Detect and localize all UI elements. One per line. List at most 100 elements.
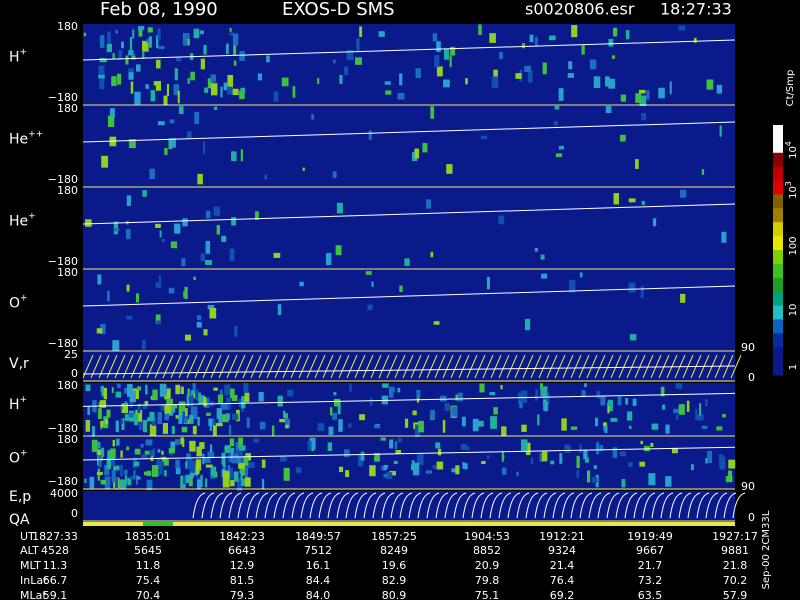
speckle bbox=[111, 387, 114, 393]
speckle bbox=[665, 424, 670, 434]
speckle bbox=[716, 84, 723, 94]
speckle bbox=[143, 471, 150, 476]
speckle bbox=[348, 423, 352, 428]
speckle bbox=[686, 400, 690, 412]
speckle bbox=[266, 55, 270, 63]
speckle bbox=[299, 281, 304, 287]
speckle bbox=[168, 287, 175, 294]
speckle bbox=[219, 389, 223, 396]
speckle bbox=[231, 151, 237, 162]
speckle bbox=[628, 461, 633, 468]
speckle bbox=[586, 470, 591, 483]
speckle bbox=[152, 389, 158, 401]
speckle bbox=[414, 148, 420, 159]
panel-label: H+ bbox=[9, 394, 27, 413]
speckle bbox=[187, 457, 193, 470]
axis-top: 180 bbox=[57, 184, 78, 197]
speckle bbox=[332, 171, 337, 178]
speckle bbox=[333, 398, 341, 407]
speckle bbox=[640, 440, 644, 445]
axis-bottom: −180 bbox=[48, 255, 78, 268]
speckle bbox=[170, 138, 176, 148]
hatch bbox=[362, 354, 374, 379]
speckle bbox=[430, 251, 434, 258]
speckle bbox=[247, 462, 255, 468]
speckle bbox=[178, 414, 183, 424]
curve bbox=[444, 492, 458, 519]
speckle bbox=[91, 426, 96, 437]
speckle bbox=[678, 404, 685, 415]
panel-bg bbox=[83, 188, 735, 268]
speckle bbox=[129, 390, 136, 403]
cell: 11.8 bbox=[136, 559, 161, 572]
curve bbox=[282, 492, 296, 519]
speckle bbox=[360, 451, 365, 461]
speckle bbox=[695, 408, 698, 421]
hatch bbox=[226, 354, 238, 379]
speckle bbox=[173, 404, 178, 409]
speckle bbox=[611, 55, 615, 59]
speckle bbox=[490, 416, 497, 429]
speckle bbox=[96, 328, 103, 334]
label-sup: + bbox=[20, 47, 28, 57]
speckle bbox=[285, 413, 288, 423]
speckle bbox=[295, 467, 302, 473]
curve bbox=[561, 492, 575, 519]
speckle bbox=[205, 259, 212, 265]
speckle bbox=[579, 444, 582, 453]
speckle bbox=[202, 453, 205, 465]
speckle bbox=[106, 409, 111, 418]
speckle bbox=[209, 418, 212, 431]
colorbar-cell bbox=[773, 125, 783, 140]
speckle bbox=[100, 420, 106, 428]
speckle bbox=[157, 46, 165, 50]
hatch bbox=[554, 354, 566, 379]
speckle bbox=[232, 413, 239, 420]
speckle bbox=[181, 258, 186, 267]
curve bbox=[687, 492, 701, 519]
speckle bbox=[135, 474, 138, 485]
speckle bbox=[550, 460, 555, 465]
curve bbox=[507, 492, 521, 519]
speckle bbox=[225, 413, 230, 421]
speckle bbox=[638, 89, 646, 94]
speckle bbox=[227, 452, 233, 463]
speckle bbox=[203, 141, 206, 154]
speckle bbox=[699, 403, 702, 416]
speckle bbox=[159, 230, 162, 238]
speckle bbox=[499, 52, 503, 60]
speckle bbox=[115, 391, 122, 398]
speckle bbox=[307, 440, 312, 451]
speckle bbox=[359, 414, 365, 421]
hatch bbox=[274, 354, 286, 379]
curve bbox=[192, 492, 206, 519]
speckle bbox=[183, 291, 187, 298]
speckle bbox=[240, 473, 243, 480]
speckle bbox=[478, 24, 482, 36]
panel-label: O+ bbox=[9, 293, 28, 312]
speckle bbox=[87, 406, 90, 416]
speckle bbox=[239, 456, 243, 469]
colorbar-unit: Ct/Smp bbox=[785, 70, 796, 107]
hatch bbox=[314, 354, 326, 379]
curve bbox=[723, 492, 737, 519]
speckle bbox=[389, 439, 394, 449]
speckle bbox=[99, 400, 107, 408]
speckle bbox=[595, 417, 599, 427]
speckle bbox=[395, 450, 402, 455]
curve bbox=[588, 492, 602, 519]
panel-bg bbox=[83, 106, 735, 186]
speckle bbox=[600, 395, 606, 406]
speckle bbox=[521, 424, 527, 432]
speckle bbox=[226, 43, 229, 55]
speckle bbox=[146, 479, 153, 491]
speckle bbox=[385, 472, 393, 479]
speckle bbox=[199, 30, 204, 35]
speckle bbox=[100, 385, 104, 393]
speckle bbox=[382, 466, 387, 471]
speckle bbox=[98, 408, 102, 420]
speckle bbox=[171, 425, 175, 434]
speckle bbox=[120, 450, 123, 458]
speckle bbox=[416, 452, 424, 465]
